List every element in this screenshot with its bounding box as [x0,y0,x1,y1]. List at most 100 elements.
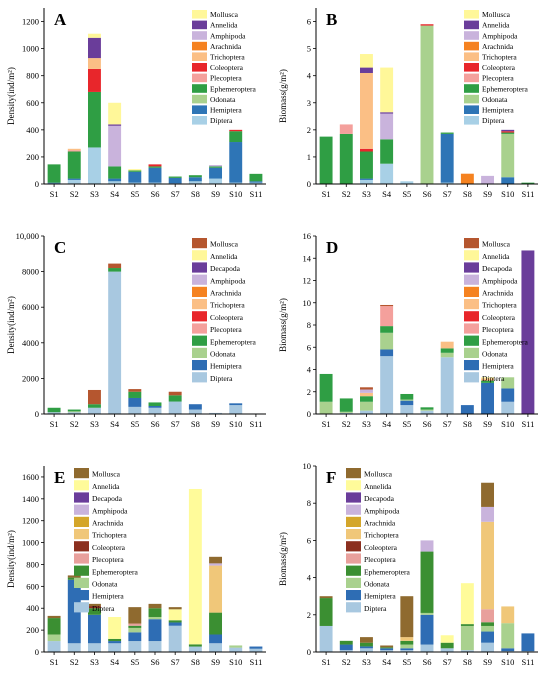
bar-coleoptera-s10 [229,129,243,132]
y-tick-label: 10,000 [16,231,39,241]
y-tick-label: 600 [26,581,39,591]
bar-hemiptera-s6 [148,405,162,408]
legend-swatch [464,63,479,72]
bar-annelida-s10 [501,129,515,132]
legend-swatch [74,529,89,540]
legend-label: Ephemeroptera [210,337,256,346]
bar-diptera-s3 [360,179,373,184]
y-axis-title: Biomass(g/m²) [278,69,288,123]
legend-swatch [192,311,207,322]
y-tick-label: 4 [307,573,312,583]
bar-coleoptera-s3 [88,606,101,609]
bar-diptera-s6 [148,641,162,652]
bar-diptera-s7 [168,401,182,414]
legend-swatch [464,323,479,334]
legend-label: Odonata [92,580,118,589]
y-tick-label: 5 [307,44,311,54]
x-tick-label: S5 [402,419,411,429]
legend-label: Ephemeroptera [210,84,256,93]
bar-mollusca-s5 [128,607,142,624]
x-tick-label: S11 [249,657,262,667]
legend-label: Hemiptera [482,362,514,371]
x-tick-label: S5 [130,419,139,429]
bar-amphipoda-s9 [481,506,495,522]
legend-label: Plecoptera [92,555,124,564]
legend-label: Diptera [482,116,505,125]
bar-diptera-s1 [47,412,61,414]
legend-label: Coleoptera [364,543,398,552]
x-tick-label: S3 [362,189,371,199]
legend-swatch [192,238,207,249]
legend-label: Odonata [210,350,236,359]
bar-coleoptera-s6 [420,24,434,26]
y-tick-label: 4 [307,365,312,375]
legend-label: Ephemeroptera [92,567,138,576]
legend-swatch [192,63,207,72]
legend-label: Coleoptera [482,63,516,72]
bar-odonata-s5 [128,627,142,633]
bar-diptera-s6 [148,407,162,414]
legend-label: Arachnida [92,519,124,528]
bar-hemiptera-s10 [501,177,515,184]
legend-swatch [346,590,361,601]
bar-hemiptera-s5 [400,648,414,651]
legend-swatch [464,274,479,285]
legend-label: Odonata [482,95,508,104]
x-tick-label: S8 [191,189,200,199]
bar-ephemeroptera-s7 [440,348,454,353]
legend-label: Trichoptera [210,53,245,62]
bar-ephemeroptera-s8 [188,175,202,178]
bar-diptera-s10 [501,401,515,414]
legend-swatch [464,84,479,93]
bar-ephemeroptera-s4 [108,268,122,272]
legend-swatch [346,480,361,491]
bar-coleoptera-s10 [501,131,515,133]
bar-odonata-s10 [229,645,243,648]
y-tick-label: 1600 [22,472,39,482]
bar-ephemeroptera-s8 [188,644,202,647]
legend-label: Diptera [482,374,505,383]
legend-swatch [464,286,479,297]
bar-ephemeroptera-s2 [339,398,353,412]
bar-ephemeroptera-s1 [47,618,61,635]
bar-mollusca-s6 [148,603,162,609]
y-tick-label: 200 [26,152,39,162]
y-tick-label: 2 [307,387,311,397]
bar-odonata-s2 [339,411,353,413]
bar-diptera-s2 [67,643,81,652]
bar-ephemeroptera-s10 [501,132,515,134]
bar-hemiptera-s11 [249,181,263,183]
legend-label: Arachnida [364,519,396,528]
x-tick-label: S8 [463,189,472,199]
bar-mollusca-s4 [108,102,122,125]
bar-ephemeroptera-s5 [400,640,414,645]
bar-diptera-s4 [108,271,122,414]
bar-ephemeroptera-s8 [460,624,474,626]
legend-swatch [192,372,207,383]
bar-diptera-s9 [209,643,223,652]
legend-label: Plecoptera [482,74,514,83]
y-tick-label: 14 [303,253,312,263]
bar-diptera-s5 [400,405,414,414]
panel-letter: B [326,10,337,29]
x-tick-label: S9 [483,419,492,429]
legend-label: Ephemeroptera [364,567,410,576]
x-tick-label: S3 [90,189,99,199]
bar-diptera-s11 [249,648,263,652]
bar-ephemeroptera-s11 [249,173,263,182]
x-tick-label: S3 [362,419,371,429]
bar-ephemeroptera-s4 [380,139,394,164]
bar-mollusca-s7 [168,607,182,610]
bar-hemiptera-s3 [88,614,101,644]
legend-swatch [74,468,89,479]
bar-hemiptera-s3 [360,178,373,180]
legend-label: Plecoptera [364,555,396,564]
bar-hemiptera-s6 [420,614,434,645]
legend-swatch [192,20,207,30]
bar-ephemeroptera-s7 [168,620,182,623]
bar-odonata-s7 [440,352,454,358]
panel-letter: D [326,238,338,257]
x-tick-label: S6 [423,657,432,667]
legend-swatch [192,286,207,297]
